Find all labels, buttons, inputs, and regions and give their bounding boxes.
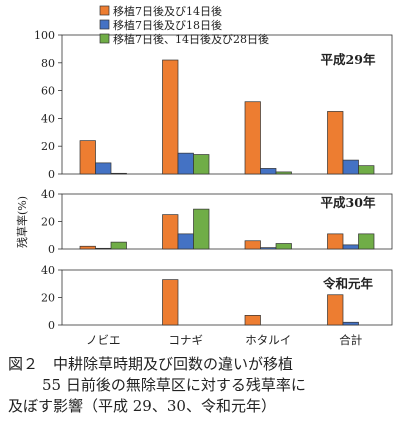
bar-3-s1-c3 xyxy=(244,315,261,326)
legend-swatch xyxy=(99,33,110,44)
bar-1-s3-c2 xyxy=(193,154,210,175)
bar-1-s1-c2 xyxy=(162,59,179,175)
chart-panel-1: 0 20 40 60 80 100 平成29年 移植7日後及び14日後移植7日後及び18日後移… xyxy=(34,4,393,181)
bar-2-s2-c1 xyxy=(95,247,112,250)
bar-2-s3-c3 xyxy=(275,243,292,250)
caption-line-2: 55 日前後の無除草区に対する残草率に xyxy=(42,376,306,394)
bar-1-s2-c1 xyxy=(95,162,112,175)
legend-swatch xyxy=(99,5,110,16)
plot-frame xyxy=(61,34,393,175)
y-tick-label: 0 xyxy=(48,243,55,256)
y-tick-label: 20 xyxy=(41,140,55,153)
y-tick-label: 0 xyxy=(48,168,55,181)
bar-2-s2-c2 xyxy=(177,233,194,250)
bar-2-s3-c1 xyxy=(110,241,127,250)
bar-3-s1-c2 xyxy=(162,279,179,326)
bar-1-s3-c1 xyxy=(110,172,127,175)
y-tick-label: 100 xyxy=(34,29,55,42)
bar-3-s1-c4 xyxy=(327,294,344,326)
bar-2-s3-c2 xyxy=(193,208,210,250)
y-tick-label: 80 xyxy=(41,57,55,70)
bar-2-s1-c4 xyxy=(327,233,344,250)
caption-line-3: 及ぼす影響（平成 29、30、令和元年） xyxy=(8,397,276,415)
panel-title: 平成30年 xyxy=(321,195,376,210)
y-axis-label: 残草率(%) xyxy=(15,196,29,248)
chart-panel-2: 0 20 40 平成30年 xyxy=(41,188,393,256)
y-tick-label: 20 xyxy=(41,216,55,229)
y-tick-label: 60 xyxy=(41,85,55,98)
bar-1-s1-c4 xyxy=(327,111,344,175)
legend-label: 移植7日後及び18日後 xyxy=(113,18,222,32)
x-tick-label-1: ノビエ xyxy=(86,333,121,347)
legend-swatch xyxy=(99,19,110,30)
y-tick-label: 40 xyxy=(41,264,55,277)
bar-2-s3-c4 xyxy=(358,233,375,250)
x-tick-label-4: 合計 xyxy=(339,333,362,347)
bar-2-s2-c3 xyxy=(260,247,277,250)
y-tick-label: 0 xyxy=(48,319,55,332)
bar-1-s2-c2 xyxy=(177,152,194,175)
bar-1-s3-c3 xyxy=(275,171,292,175)
bar-1-s1-c3 xyxy=(244,101,261,175)
bar-1-s2-c4 xyxy=(342,159,359,175)
figure-caption: 図２ 中耕除草時期及び回数の違いが移植 55 日前後の無除草区に対する残草率に … xyxy=(8,354,398,417)
bar-1-s2-c3 xyxy=(260,168,277,175)
y-tick-label: 40 xyxy=(41,112,55,125)
y-tick-label: 20 xyxy=(41,292,55,305)
x-tick-label-2: コナギ xyxy=(169,333,204,347)
legend-label: 移植7日後及び14日後 xyxy=(113,4,222,18)
bar-1-s1-c1 xyxy=(79,140,96,175)
bar-2-s1-c3 xyxy=(244,240,261,250)
bar-1-s3-c4 xyxy=(358,165,375,175)
y-tick-label: 40 xyxy=(41,188,55,201)
bar-2-s2-c4 xyxy=(342,244,359,250)
legend-label: 移植7日後、14日後及び28日後 xyxy=(113,32,269,46)
panel-title: 令和元年 xyxy=(322,276,374,291)
chart-panel-3: 0 20 40 令和元年 xyxy=(41,264,393,332)
bar-2-s1-c2 xyxy=(162,214,179,250)
caption-line-1: 図２ 中耕除草時期及び回数の違いが移植 xyxy=(8,355,294,373)
x-tick-label-3: ホタルイ xyxy=(245,333,291,347)
bar-3-s2-c4 xyxy=(342,321,359,326)
panel-title: 平成29年 xyxy=(321,52,376,67)
bar-2-s1-c1 xyxy=(79,245,96,250)
